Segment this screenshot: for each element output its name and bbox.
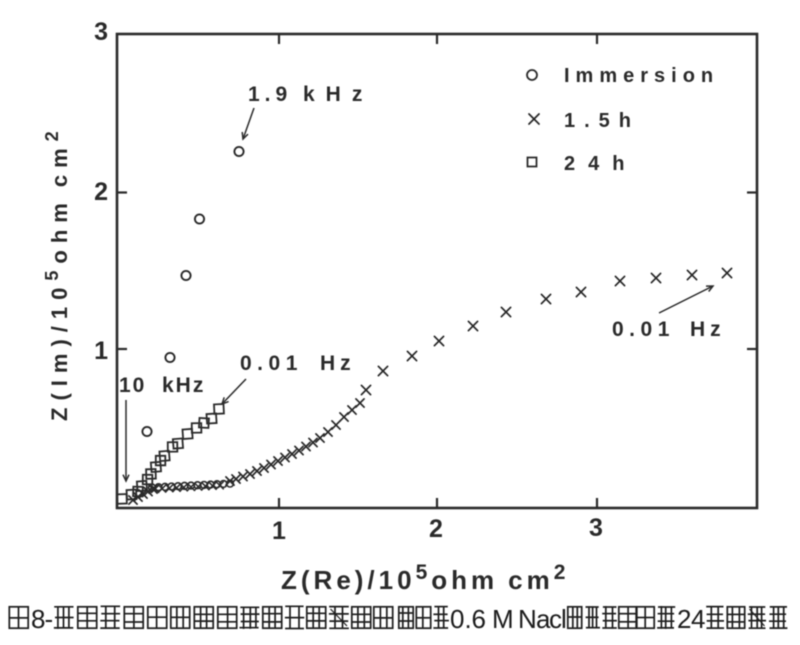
svg-text:Z(Re)/105ohmcm2: Z(Re)/105ohm cm2 [281,561,569,595]
svg-text:6: 6 [472,604,486,634]
svg-text:Immersion: Immersion [564,65,719,87]
svg-text:1: 1 [272,517,286,545]
svg-text:N: N [518,604,537,634]
svg-text:2: 2 [677,604,691,634]
svg-text:M: M [492,604,514,634]
svg-text:3: 3 [94,18,108,46]
svg-text:kHz: kHz [303,83,373,106]
svg-text:24h: 24h [564,153,637,175]
svg-text:Hz: Hz [690,318,726,341]
svg-text:3: 3 [589,514,603,542]
svg-text:0.01: 0.01 [240,352,303,375]
svg-text:.: . [465,604,472,634]
svg-text:kHz: kHz [162,374,205,397]
svg-text:Z(Im)/105ohmcm2: Z(Im)/105ohmcm2 [42,124,72,421]
svg-text:1.9: 1.9 [248,83,292,106]
svg-text:a: a [536,604,551,634]
svg-text:c: c [549,604,562,634]
svg-text:1: 1 [94,337,108,365]
svg-text:-: - [45,604,54,634]
svg-text:2: 2 [429,515,443,543]
svg-text:0.01: 0.01 [612,318,675,341]
svg-text:4: 4 [691,604,705,634]
svg-text:8: 8 [31,604,45,634]
svg-text:Hz: Hz [320,352,356,375]
svg-text:l: l [561,604,567,634]
svg-text:10: 10 [119,374,146,397]
svg-text:0: 0 [450,604,464,634]
svg-text:2: 2 [94,178,108,206]
svg-text:1.5h: 1.5h [564,110,640,132]
